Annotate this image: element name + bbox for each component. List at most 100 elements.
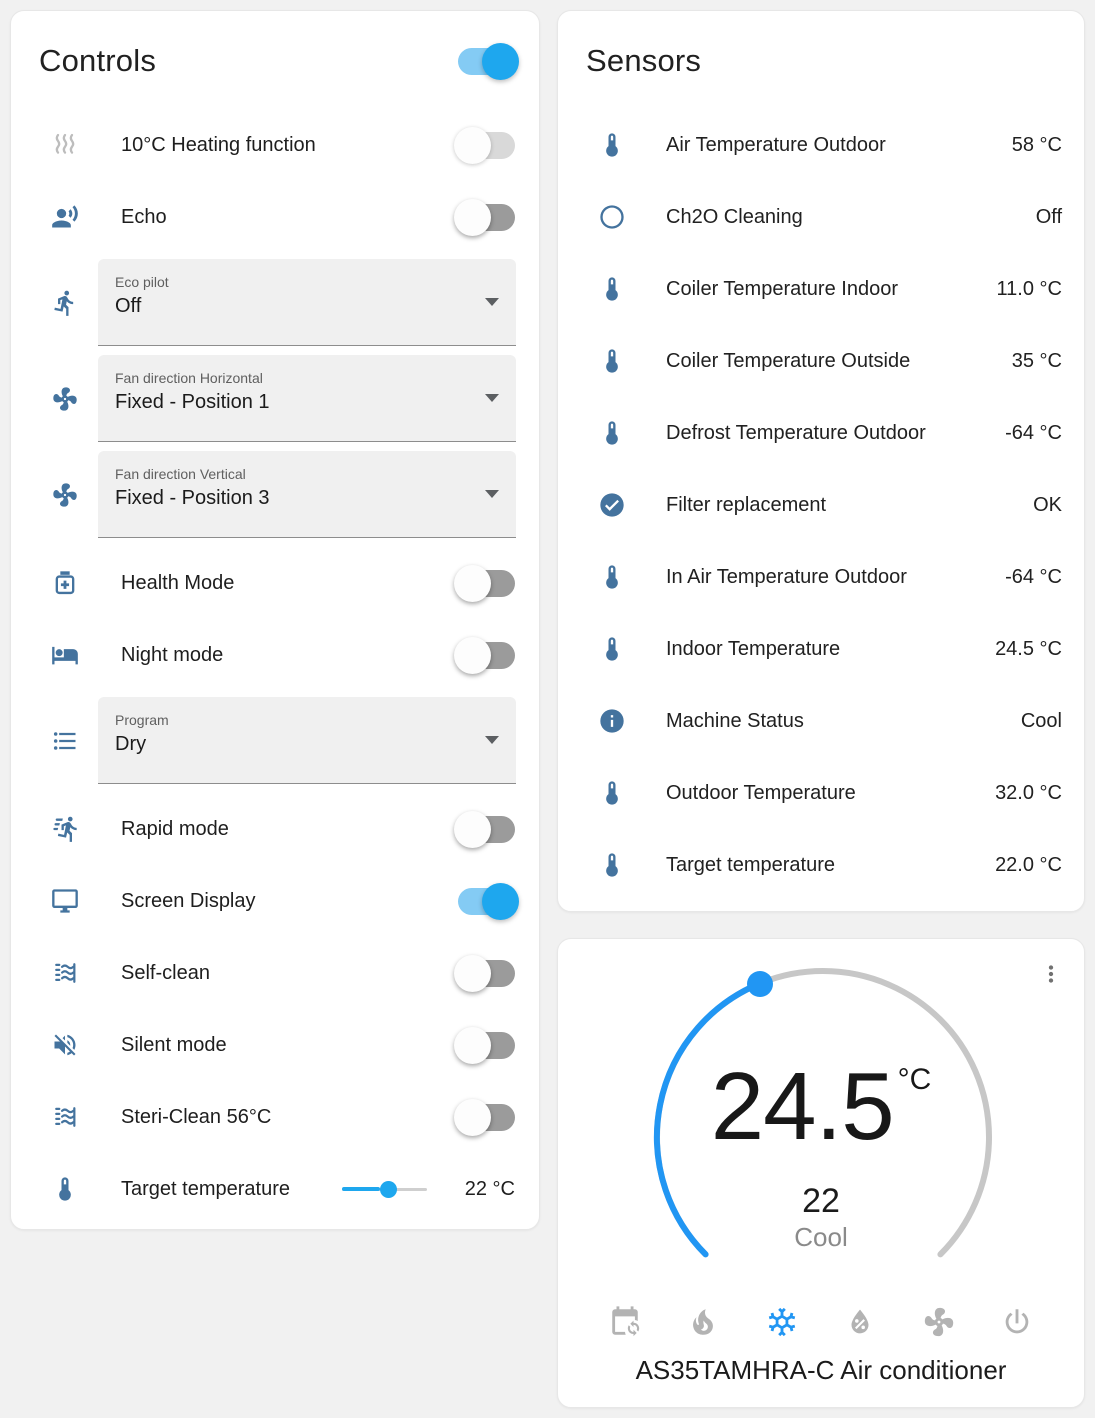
sensor-value: OK [1033,493,1062,516]
select-label: Eco pilot [115,274,169,290]
fan-vertical-select[interactable]: Fan direction Vertical Fixed - Position … [98,451,516,538]
control-row-echo: Echo [11,181,539,253]
sensor-row-filter-replacement[interactable]: Filter replacement OK [558,469,1084,541]
sensor-label: Outdoor Temperature [666,781,856,804]
program-select[interactable]: Program Dry [98,697,516,784]
slider-thumb[interactable] [380,1180,397,1198]
current-temperature: 24.5 °C [558,1056,1084,1158]
sensor-label: Coiler Temperature Outside [666,349,911,372]
sensor-label: Air Temperature Outdoor [666,133,886,156]
mode-auto-schedule-button[interactable] [608,1305,642,1339]
control-row-eco-pilot: Eco pilot Off [11,259,539,346]
control-label: Silent mode [121,1033,227,1056]
current-temperature-value: 24.5 [710,1053,895,1160]
control-row-fan-vertical: Fan direction Vertical Fixed - Position … [11,451,539,538]
hvac-mode-row [558,1305,1084,1339]
sensor-row-air-temp-outdoor[interactable]: Air Temperature Outdoor 58 °C [558,109,1084,181]
monitor-icon [51,887,79,915]
run-icon [51,289,79,317]
sensor-row-outdoor-temperature[interactable]: Outdoor Temperature 32.0 °C [558,757,1084,829]
mode-heat-button[interactable] [686,1305,720,1339]
echo-toggle[interactable] [454,198,515,236]
mode-fan-only-button[interactable] [922,1305,956,1339]
rapid-mode-toggle[interactable] [454,810,515,848]
sensor-value: Cool [1020,709,1062,732]
chevron-down-icon [485,298,499,306]
bed-icon [51,641,79,669]
sensor-row-ch2o-cleaning[interactable]: Ch2O Cleaning Off [558,181,1084,253]
sensor-label: In Air Temperature Outdoor [666,565,907,588]
control-row-self-clean: Self-clean [11,937,539,1009]
thermometer-icon [598,275,626,303]
sensor-row-coiler-temp-outside[interactable]: Coiler Temperature Outside 35 °C [558,325,1084,397]
sensor-value: 11.0 °C [996,277,1062,300]
fan-icon [51,385,79,413]
thermostat-card: 24.5 °C 22 Cool AS35TAMHRA-C Air conditio… [557,938,1085,1408]
thermometer-icon [598,635,626,663]
thermostat-name: AS35TAMHRA-C Air conditioner [635,1355,1007,1385]
control-label: Target temperature [121,1177,290,1200]
select-label: Fan direction Vertical [115,466,246,482]
eco-pilot-select[interactable]: Eco pilot Off [98,259,516,346]
heating-toggle[interactable] [454,126,515,164]
sensor-value: -64 °C [1005,421,1062,444]
control-row-fan-horizontal: Fan direction Horizontal Fixed - Positio… [11,355,539,442]
select-label: Fan direction Horizontal [115,370,263,386]
sensor-label: Filter replacement [666,493,827,516]
mode-off-button[interactable] [1000,1305,1034,1339]
fan-icon [51,481,79,509]
sensor-row-in-air-temp-outdoor[interactable]: In Air Temperature Outdoor -64 °C [558,541,1084,613]
chevron-down-icon [485,394,499,402]
sensor-row-coiler-temp-indoor[interactable]: Coiler Temperature Indoor 11.0 °C [558,253,1084,325]
heat-wave-icon [51,131,79,159]
control-label: 10°C Heating function [121,133,316,156]
thermometer-icon [598,419,626,447]
air-filter-icon [51,959,79,987]
mode-cool-button[interactable] [765,1305,799,1339]
medical-icon [51,569,79,597]
silent-mode-toggle[interactable] [454,1026,515,1064]
controls-master-toggle[interactable] [458,42,519,80]
select-value: Fixed - Position 3 [115,487,270,509]
sensor-value: 35 °C [1011,349,1062,372]
sensor-row-indoor-temperature[interactable]: Indoor Temperature 24.5 °C [558,613,1084,685]
fan-horizontal-select[interactable]: Fan direction Horizontal Fixed - Positio… [98,355,516,442]
thermometer-icon [598,347,626,375]
sensor-row-defrost-temp-outdoor[interactable]: Defrost Temperature Outdoor -64 °C [558,397,1084,469]
sensor-row-target-temperature[interactable]: Target temperature 22.0 °C [558,829,1084,901]
thermometer-icon [51,1175,79,1203]
more-options-button[interactable] [1038,961,1064,987]
list-icon [51,727,79,755]
control-label: Self-clean [121,961,210,984]
screen-display-toggle[interactable] [458,882,519,920]
dial-handle[interactable] [747,971,773,997]
steri-clean-toggle[interactable] [454,1098,515,1136]
chevron-down-icon [485,736,499,744]
thermometer-icon [598,131,626,159]
check-circle-icon [598,491,626,519]
sensor-label: Machine Status [666,709,804,732]
volume-off-icon [51,1031,79,1059]
thermometer-icon [598,779,626,807]
thermometer-icon [598,563,626,591]
self-clean-toggle[interactable] [454,954,515,992]
control-row-target-temperature: Target temperature 22 °C [11,1153,539,1225]
select-value: Off [115,295,142,317]
temperature-unit: °C [897,1063,932,1096]
select-value: Fixed - Position 1 [115,391,270,413]
control-row-steri-clean: Steri-Clean 56°C [11,1081,539,1153]
control-row-program: Program Dry [11,697,539,784]
dial-active-arc[interactable] [654,980,762,1258]
mode-dry-button[interactable] [843,1305,877,1339]
information-icon [598,707,626,735]
sensor-row-machine-status[interactable]: Machine Status Cool [558,685,1084,757]
health-mode-toggle[interactable] [454,564,515,602]
target-temperature-slider[interactable] [342,1180,427,1198]
control-row-health-mode: Health Mode [11,547,539,619]
sensor-label: Target temperature [666,853,835,876]
control-label: Echo [121,205,167,228]
sensor-value: 58 °C [1011,133,1062,156]
night-mode-toggle[interactable] [454,636,515,674]
control-label: Screen Display [121,889,256,912]
thermostat-dial[interactable] [558,939,1085,1339]
